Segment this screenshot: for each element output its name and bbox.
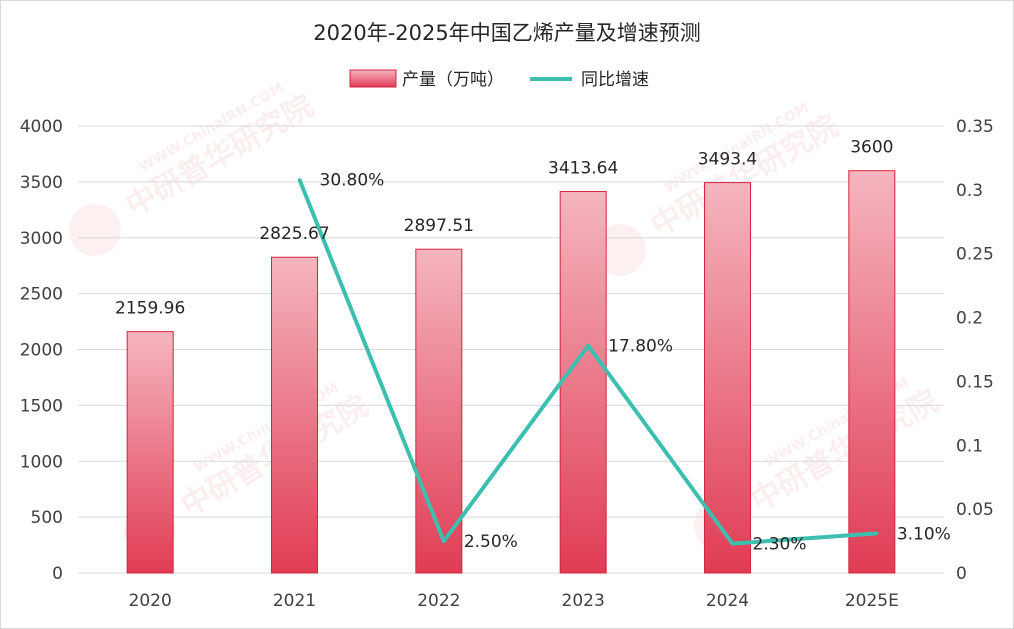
x-axis: 2020 2021 2022 2023 2024 2025E — [129, 591, 899, 611]
y-right-axis: 0 0.05 0.1 0.15 0.2 0.25 0.3 0.35 — [956, 117, 994, 584]
y-left-tick-label: 0 — [52, 564, 63, 584]
chart-title: 2020年-2025年中国乙烯产量及增速预测 — [313, 21, 700, 45]
bar-data-label: 3493.4 — [698, 150, 757, 170]
line-data-label: 3.10% — [897, 524, 951, 544]
bar — [271, 256, 318, 574]
bar-data-label: 3413.64 — [548, 159, 618, 179]
legend-label-bar: 产量（万吨） — [402, 70, 504, 90]
legend-swatch-bar — [349, 69, 397, 88]
line-data-label: 2.50% — [464, 532, 518, 552]
bar-data-label: 3600 — [850, 138, 893, 158]
y-right-tick-label: 0.05 — [956, 500, 994, 520]
bar-data-label: 2159.96 — [115, 299, 185, 319]
bar-series — [126, 170, 896, 574]
bar — [848, 170, 896, 574]
legend-label-line: 同比增速 — [581, 70, 649, 90]
bar-data-label: 2825.67 — [259, 224, 329, 244]
x-tick-label: 2024 — [706, 591, 749, 611]
bar — [704, 182, 751, 574]
bar-data-label: 2897.51 — [404, 216, 474, 236]
line-point — [586, 344, 590, 348]
line-data-labels: 30.80% 2.50% 17.80% 2.30% 3.10% — [320, 171, 951, 555]
line-data-label: 2.30% — [753, 535, 807, 555]
line-point — [731, 542, 734, 546]
line-point — [298, 178, 301, 182]
x-tick-label: 2025E — [845, 591, 899, 611]
y-right-tick-label: 0.1 — [956, 436, 983, 456]
line-point — [442, 539, 446, 543]
y-left-tick-label: 1500 — [20, 396, 63, 416]
bar-data-labels: 2159.96 2825.67 2897.51 3413.64 3493.4 3600 — [115, 138, 893, 319]
y-left-tick-label: 3000 — [20, 229, 63, 249]
watermark-logo: 中研普华研究院 WWW.ChinaIRN.COM 中研普华研究院 WWW.Chi… — [69, 80, 945, 556]
bar — [126, 331, 174, 574]
y-left-tick-label: 500 — [31, 508, 63, 528]
line-series — [297, 178, 879, 546]
legend: 产量（万吨） 同比增速 — [349, 69, 649, 90]
y-left-tick-label: 3500 — [20, 173, 63, 193]
y-right-tick-label: 0.25 — [956, 245, 994, 265]
y-left-tick-label: 1000 — [20, 452, 63, 472]
y-right-tick-label: 0.3 — [956, 181, 983, 201]
y-right-tick-label: 0.2 — [956, 309, 983, 329]
gridlines — [78, 125, 944, 574]
x-tick-label: 2020 — [129, 591, 172, 611]
x-tick-label: 2022 — [417, 591, 460, 611]
bar — [559, 191, 607, 574]
bar — [415, 248, 463, 574]
line-point — [875, 531, 879, 535]
y-right-tick-label: 0.15 — [956, 372, 994, 392]
y-right-tick-label: 0.35 — [956, 117, 994, 137]
x-tick-label: 2021 — [273, 591, 316, 611]
line-data-label: 17.80% — [608, 337, 673, 357]
y-left-tick-label: 4000 — [20, 117, 63, 137]
line-data-label: 30.80% — [320, 171, 385, 191]
y-left-tick-label: 2500 — [20, 285, 63, 305]
y-left-axis: 0 500 1000 1500 2000 2500 3000 3500 4000 — [20, 117, 63, 584]
y-left-tick-label: 2000 — [20, 341, 63, 361]
y-right-tick-label: 0 — [956, 564, 967, 584]
x-tick-label: 2023 — [562, 591, 605, 611]
